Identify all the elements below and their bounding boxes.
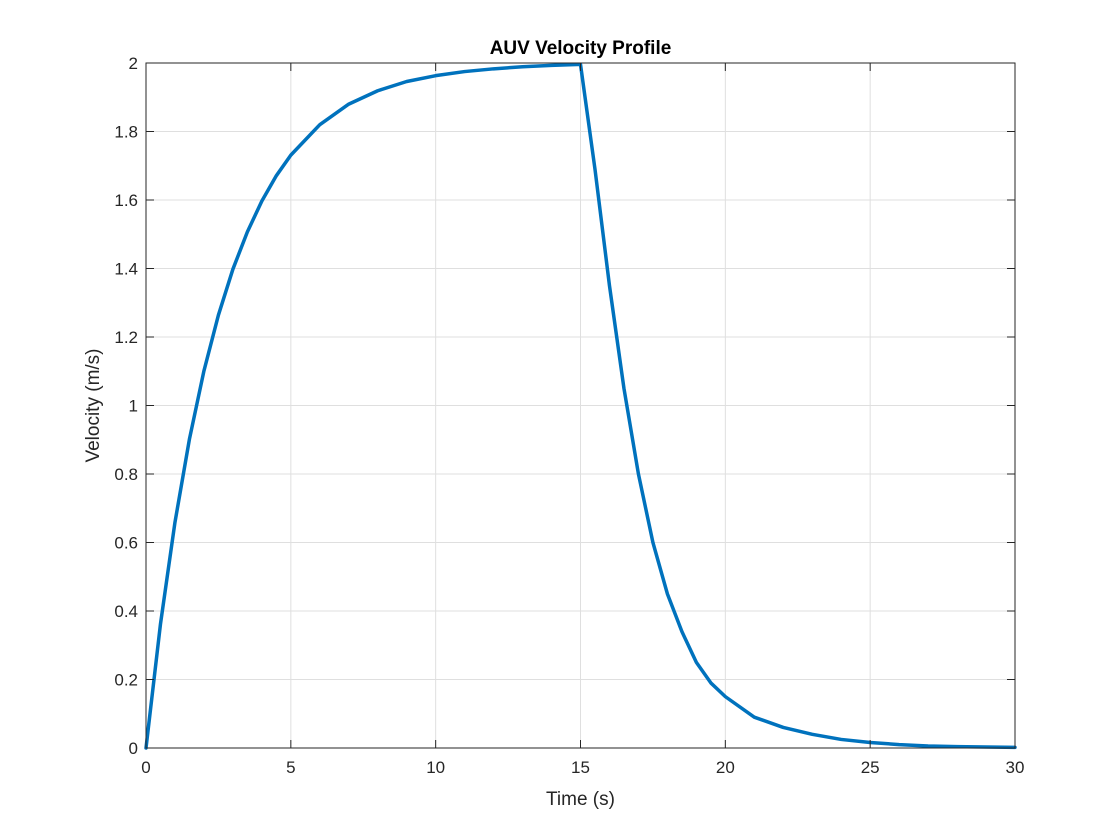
y-tick-label: 0.4	[114, 602, 138, 621]
x-axis-label: Time (s)	[546, 789, 615, 810]
chart-title: AUV Velocity Profile	[490, 38, 672, 59]
x-tick-label: 15	[571, 758, 590, 777]
x-tick-label: 10	[426, 758, 445, 777]
x-tick-label: 5	[286, 758, 295, 777]
y-tick-label: 0	[129, 739, 138, 758]
y-tick-label: 0.6	[114, 534, 138, 553]
y-tick-label: 0.8	[114, 465, 138, 484]
y-axis-label: Velocity (m/s)	[83, 348, 104, 462]
y-tick-label: 0.2	[114, 671, 138, 690]
x-tick-label: 25	[861, 758, 880, 777]
x-tick-label: 20	[716, 758, 735, 777]
axis-ticks: 0 5 10 15 20 25 30 0 0.2 0.4 0.6 0.8 1 1.2 1.4 1.6 1.8 2	[114, 54, 1024, 777]
y-tick-label: 1.4	[114, 260, 138, 279]
y-tick-label: 2	[129, 54, 138, 73]
y-tick-label: 1	[129, 397, 138, 416]
x-tick-label: 30	[1006, 758, 1025, 777]
y-tick-label: 1.2	[114, 328, 138, 347]
y-tick-label: 1.8	[114, 123, 138, 142]
grid-lines	[146, 63, 1015, 748]
x-tick-label: 0	[141, 758, 150, 777]
y-tick-label: 1.6	[114, 191, 138, 210]
